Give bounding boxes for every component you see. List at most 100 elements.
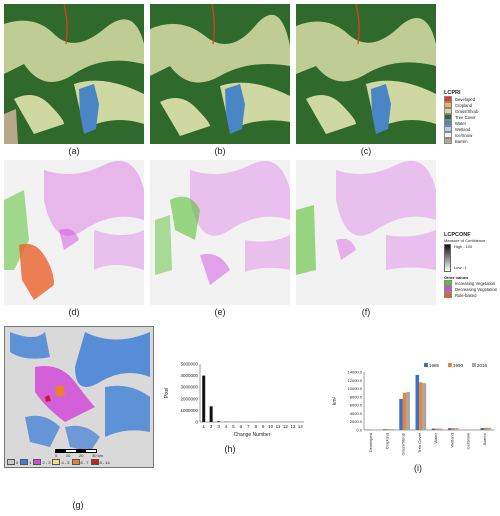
bar-1985-cropland	[383, 429, 387, 430]
lcpri-legend-item: Ice/Snow	[444, 132, 498, 138]
change-legend-swatch	[33, 459, 42, 465]
bar-change-1	[202, 375, 206, 422]
lcpconf-legend-swatch	[444, 280, 452, 286]
x-tick-label: 3	[217, 424, 220, 429]
y-tick-label: 3000000	[180, 385, 198, 390]
y-tick-label: 0.0	[356, 428, 362, 433]
change-legend-label: 0	[16, 459, 19, 465]
lcpri-legend-label: Tree Cover	[455, 114, 476, 120]
x-tick-label: 8	[254, 424, 257, 429]
y-tick-label: 2000000	[180, 396, 198, 401]
change-legend-label: 4 - 5	[61, 459, 70, 465]
x-tick-label: 12	[283, 424, 289, 429]
lcpconf-legend-title: LCPCONF	[444, 232, 471, 238]
change-legend-label: 6 - 7	[80, 459, 89, 465]
y-tick-label: 4000000	[180, 373, 198, 378]
lcpri-legend-swatch	[444, 102, 452, 108]
x-axis-title: Change Number	[234, 432, 271, 438]
bar-1990-treecover	[419, 382, 423, 430]
land-cover-map-c	[296, 4, 436, 144]
x-tick-label: 2	[210, 424, 213, 429]
lcpri-legend-item: Wetland	[444, 126, 498, 132]
lcpri-legend-title: LCPRI	[444, 90, 461, 96]
legend-label: 1990	[453, 363, 464, 368]
map-panel-b	[150, 4, 290, 144]
lcpri-legend-item: Cropland	[444, 102, 498, 108]
map-panel-g: 0 10 20 30 km 0 1 2 - 3 4 - 5 6 - 7 8 - 14	[4, 326, 154, 468]
lcpconf-legend-item: Increasing Vegetation	[444, 280, 500, 286]
caption-i: (i)	[414, 463, 422, 473]
x-tick-label: Ice/Snow	[466, 433, 471, 450]
change-legend-item: 2 - 3	[33, 459, 50, 465]
confidence-low-label: Low : 1	[454, 265, 467, 270]
change-legend-swatch	[52, 459, 61, 465]
lcpconf-legend-item: Decreasing Vegetation	[444, 286, 500, 292]
bar-1985-barren	[480, 427, 485, 430]
confidence-gradient	[444, 244, 451, 272]
map-panel-e	[150, 160, 290, 305]
change-legend-swatch	[71, 459, 80, 465]
caption-d: (d)	[68, 307, 80, 317]
bar-2016-cropland	[390, 429, 394, 430]
lcpri-legend-label: Developed	[455, 96, 476, 102]
confidence-map-e	[150, 160, 290, 305]
confidence-high-label: High : 100	[454, 244, 473, 249]
bar-1985-water	[431, 428, 436, 430]
bar-1985-grassshrub	[399, 398, 403, 430]
lcpri-legend-label: Water	[455, 120, 467, 126]
lcpri-legend-swatch	[444, 126, 452, 132]
change-legend-swatch	[20, 459, 29, 465]
y-tick-label: 0	[195, 420, 198, 425]
lcpconf-legend-swatch	[444, 286, 452, 292]
legend-label: 1985	[429, 363, 440, 368]
bar-2016-water	[438, 428, 443, 430]
bar-2016-treecover	[422, 383, 427, 430]
lcpri-legend-label: Wetland	[455, 126, 471, 132]
lcpri-legend-swatch	[444, 138, 452, 144]
y-tick-label: 12000.0	[348, 378, 363, 383]
lcpconf-subtitle: Measure of Confidence	[444, 238, 486, 243]
lcpri-legend-item: Developed	[444, 96, 498, 102]
bar-1990-water	[435, 428, 439, 430]
change-legend-item: 0	[7, 459, 18, 465]
lcpconf-legend-label: Decreasing Vegetation	[455, 286, 498, 292]
change-legend-label: 2 - 3	[42, 459, 51, 465]
lcpri-legend-item: Barren	[444, 138, 498, 144]
bar-1990-barren	[484, 427, 488, 430]
map-panel-a	[4, 4, 144, 144]
change-legend-item: 1	[20, 459, 31, 465]
y-tick-label: 4000.0	[350, 411, 363, 416]
lcpri-legend-label: Grass/Shrub	[455, 108, 479, 114]
bar-change-3	[217, 421, 221, 422]
scale-label-1: 10	[65, 453, 71, 458]
x-tick-label: 7	[247, 424, 250, 429]
x-tick-label: Cropland	[384, 433, 389, 449]
change-legend-swatch	[7, 459, 15, 465]
bar-1985-treecover	[415, 374, 420, 430]
legend-swatch	[448, 363, 452, 367]
other-values-title: Other values	[444, 275, 469, 280]
lcpri-legend-item: Grass/Shrub	[444, 108, 498, 114]
y-tick-label: 1000000	[180, 408, 198, 413]
change-legend-label: 8 - 14	[99, 459, 110, 465]
change-number-legend: 0 1 2 - 3 4 - 5 6 - 7 8 - 14	[7, 459, 110, 465]
x-tick-label: 11	[276, 424, 281, 429]
change-number-map	[5, 327, 153, 467]
bar-1990-grassshrub	[402, 392, 407, 430]
bar-2016-wetland	[455, 428, 459, 430]
lcpri-legend-swatch	[444, 108, 452, 114]
y-tick-label: 8000.0	[350, 394, 363, 399]
x-tick-label: Wetland	[449, 433, 454, 448]
x-tick-label: 4	[225, 424, 228, 429]
legend-label: 2016	[477, 363, 488, 368]
y-tick-label: 5000000	[180, 362, 198, 367]
lcpconf-legend-swatch	[444, 292, 452, 298]
chart-h: 0 1000000 2000000 3000000 4000000 5000000 1 2 3 4…	[164, 362, 304, 438]
y-tick-label: 2000.0	[350, 419, 363, 424]
x-tick-label: 14	[298, 424, 304, 429]
lcpconf-legend-label: Rule-based	[455, 292, 477, 298]
caption-b: (b)	[214, 146, 226, 156]
x-tick-label: 10	[268, 424, 274, 429]
lcpri-legend-item: Tree Cover	[444, 114, 498, 120]
lcpri-legend-label: Cropland	[455, 102, 472, 108]
